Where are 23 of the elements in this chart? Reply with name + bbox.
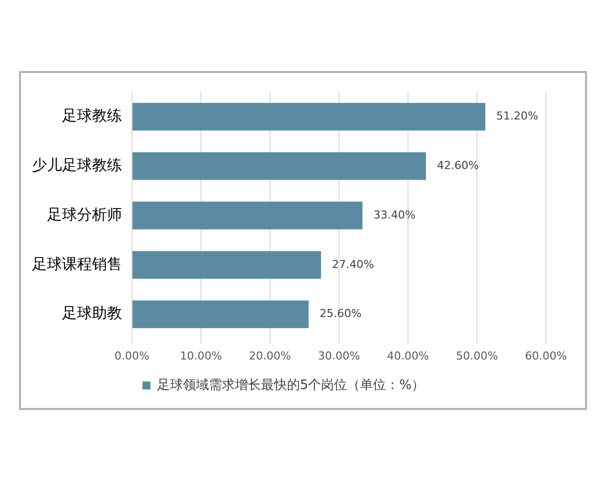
legend-label: 足球领域需求增长最快的5个岗位（单位：%） [156, 378, 425, 393]
data-label: 27.40% [332, 258, 374, 271]
x-tick-label: 20.00% [249, 349, 291, 362]
bar [132, 202, 362, 230]
bar [132, 251, 322, 279]
data-label: 42.60% [436, 158, 479, 172]
data-label: 33.40% [373, 208, 416, 222]
data-label: 25.60% [320, 307, 362, 320]
x-tick-label: 50.00% [456, 349, 498, 362]
x-tick-label: 40.00% [387, 349, 429, 362]
data-label: 51.20% [496, 110, 538, 123]
y-tick-label: 足球教练 [62, 106, 122, 125]
x-tick-label: 10.00% [180, 349, 222, 362]
y-tick-label: 足球助教 [62, 304, 122, 322]
y-tick-label: 足球课程销售 [32, 254, 122, 273]
x-tick-label: 0.00% [114, 349, 150, 362]
y-tick-label: 足球分析师 [47, 205, 122, 224]
bar [132, 152, 426, 180]
y-tick-label: 少儿足球教练 [32, 156, 122, 174]
bar [132, 102, 486, 131]
x-tick-label: 60.00% [525, 349, 567, 362]
bar [132, 300, 309, 328]
x-tick-label: 30.00% [318, 349, 360, 362]
